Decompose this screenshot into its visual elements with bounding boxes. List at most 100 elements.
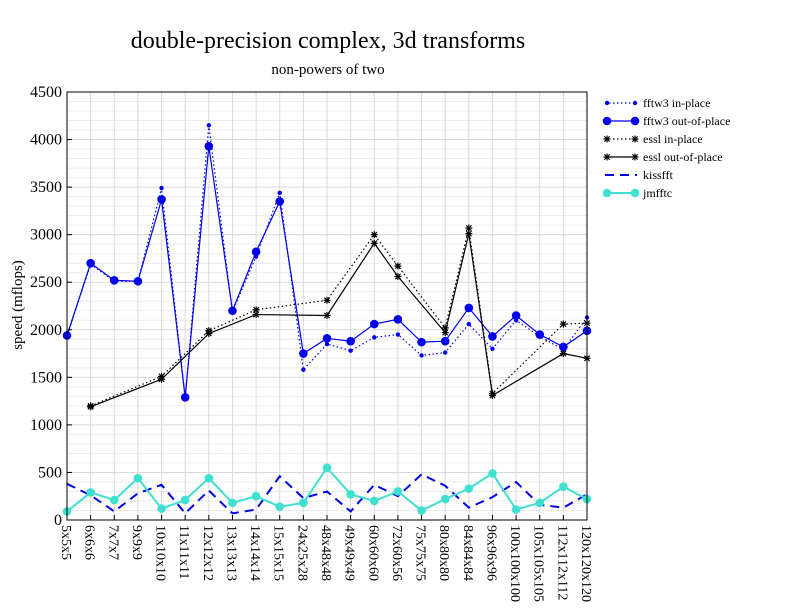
x-tick-label: 96x96x96 — [483, 525, 498, 581]
legend-item: fftw3 out-of-place — [602, 114, 730, 128]
data-point — [466, 321, 472, 327]
data-point — [602, 188, 612, 198]
star-stroke — [442, 329, 449, 336]
y-tick-label: 2000 — [30, 322, 62, 339]
series-essl-out-of-place — [87, 230, 591, 411]
x-tick-label: 112x112x112 — [554, 525, 569, 600]
x-tick-label: 5x5x5 — [58, 525, 73, 560]
x-tick-label: 7x7x7 — [105, 525, 120, 560]
star-stroke — [205, 330, 212, 337]
legend-label: essl out-of-place — [643, 150, 723, 164]
x-tick-label: 6x6x6 — [82, 525, 97, 560]
star-stroke — [489, 392, 496, 399]
x-tick-label: 60x60x60 — [365, 525, 380, 581]
x-tick-label: 13x13x13 — [223, 525, 238, 581]
data-point — [603, 153, 611, 161]
data-point — [133, 473, 143, 483]
data-point — [488, 391, 496, 399]
data-point — [251, 247, 261, 257]
x-tick-label: 48x48x48 — [318, 525, 333, 581]
data-point — [251, 491, 261, 501]
data-point — [204, 473, 214, 483]
data-point — [369, 496, 379, 506]
data-point — [109, 495, 119, 505]
star-stroke — [603, 135, 611, 143]
legend-label: fftw3 out-of-place — [643, 114, 730, 128]
data-point — [630, 116, 640, 126]
star-stroke — [371, 240, 378, 247]
legend-label: essl in-place — [643, 132, 703, 146]
star-stroke — [253, 311, 260, 318]
data-point — [417, 506, 426, 515]
data-point — [441, 329, 449, 337]
data-point — [369, 319, 379, 329]
y-tick-label: 1500 — [30, 369, 62, 386]
data-point — [417, 337, 426, 347]
star-stroke — [465, 230, 472, 237]
legend-item: fftw3 in-place — [604, 96, 710, 110]
data-point — [559, 350, 567, 358]
data-point — [559, 342, 568, 352]
y-tick-label: 0 — [54, 512, 62, 529]
star-stroke — [323, 312, 331, 319]
star-stroke — [394, 273, 401, 280]
data-point — [324, 341, 330, 347]
data-point — [322, 334, 332, 343]
data-point — [440, 336, 450, 346]
data-point — [603, 135, 611, 143]
star-stroke — [631, 135, 639, 143]
legend-label: kissfft — [643, 168, 673, 182]
x-tick-label: 49x49x49 — [342, 525, 357, 581]
star-stroke — [603, 153, 611, 161]
data-point — [86, 488, 95, 497]
data-point — [301, 367, 306, 372]
x-tick-label: 15x15x15 — [271, 525, 286, 581]
series-line — [90, 233, 588, 408]
x-tick-label: 12x12x12 — [200, 525, 215, 581]
data-point — [346, 336, 355, 346]
legend-label: fftw3 in-place — [643, 96, 710, 110]
data-point — [395, 332, 401, 337]
data-point — [323, 312, 331, 320]
star-stroke — [394, 263, 401, 270]
data-point — [631, 153, 639, 161]
x-tick-label: 10x10x10 — [153, 525, 168, 581]
data-point — [559, 320, 567, 328]
y-tick-label: 4500 — [30, 84, 62, 101]
star-stroke — [158, 376, 165, 383]
data-point — [205, 330, 213, 338]
ticks: 0 500 1000 1500 2000 2500 3000 3500 4000 4500 5x5x… — [30, 84, 593, 602]
data-point — [277, 190, 282, 196]
series-jmfftc — [62, 463, 592, 516]
y-tick-label: 1000 — [30, 417, 62, 434]
y-tick-label: 4000 — [30, 132, 62, 149]
data-point — [465, 230, 473, 238]
data-point — [464, 303, 474, 313]
data-point — [440, 494, 450, 504]
y-tick-label: 3000 — [30, 227, 62, 244]
data-point — [323, 296, 331, 304]
x-tick-label: 84x84x84 — [460, 525, 475, 581]
data-point — [370, 239, 378, 247]
series-line — [66, 125, 588, 398]
series-line — [66, 473, 588, 515]
data-point — [109, 276, 119, 285]
data-point — [275, 197, 285, 206]
data-point — [322, 463, 332, 472]
star-stroke — [631, 153, 639, 161]
series-fftw3-out-of-place — [62, 141, 592, 402]
data-point — [559, 482, 568, 492]
data-point — [464, 484, 474, 493]
chart-subtitle: non-powers of two — [271, 62, 385, 78]
star-stroke — [560, 350, 567, 357]
data-point — [275, 502, 285, 511]
legend-item: jmfftc — [602, 186, 672, 200]
grid — [66, 91, 588, 521]
data-point — [87, 403, 95, 411]
legend-item: essl in-place — [603, 132, 703, 146]
data-point — [370, 231, 378, 239]
star-stroke — [560, 321, 567, 328]
data-point — [180, 495, 190, 505]
data-point — [206, 123, 212, 128]
